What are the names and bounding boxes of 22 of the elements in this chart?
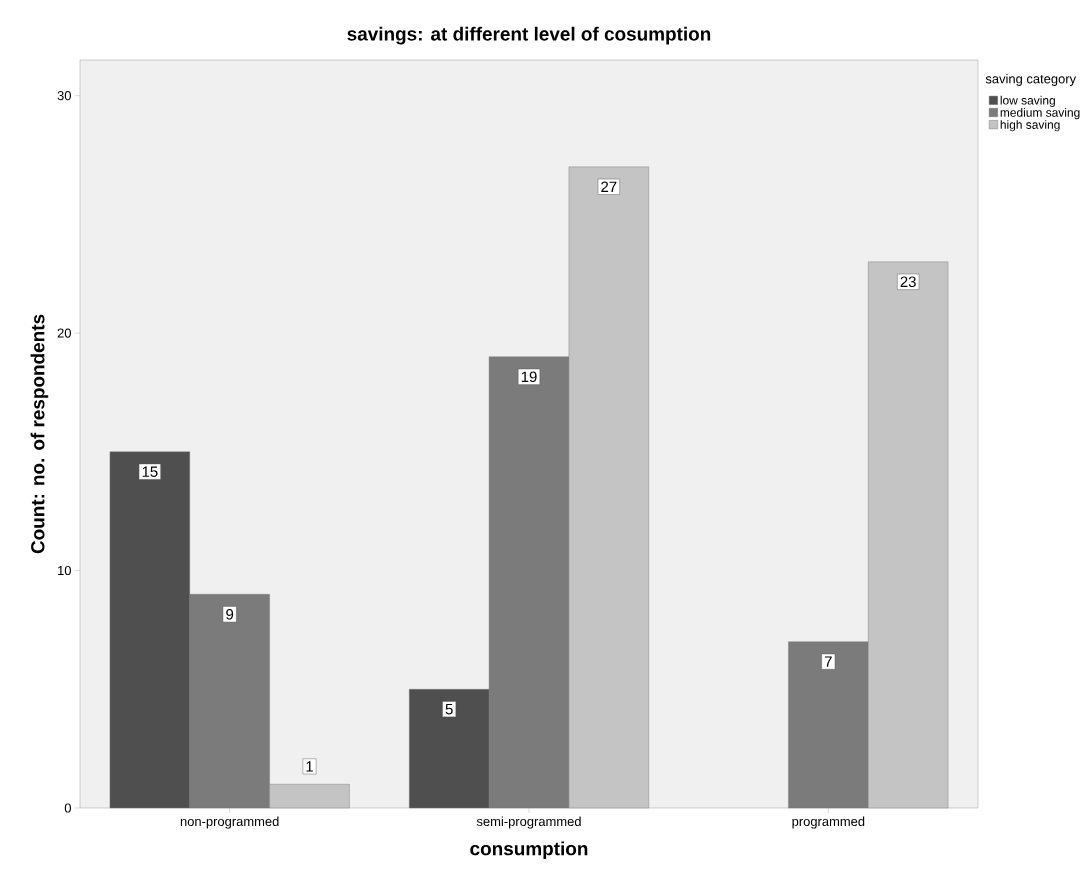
data-label: 7 <box>824 656 832 667</box>
legend-label: low saving <box>1000 95 1055 107</box>
legend-label: high saving <box>1000 120 1060 132</box>
y-tick-label: 0 <box>64 803 71 813</box>
y-tick-label: 20 <box>57 328 71 338</box>
y-tick-label: 30 <box>57 91 71 101</box>
y-axis-title: Count: no. of respondents <box>30 314 49 554</box>
legend-title: saving category <box>985 73 1077 86</box>
x-tick-label: non-programmed <box>180 816 279 829</box>
x-tick-label: semi-programmed <box>476 816 581 829</box>
y-tick-label: 10 <box>58 565 71 576</box>
data-label: 5 <box>445 703 453 715</box>
chart-title: savings: at different level of cosumption <box>347 26 711 45</box>
data-label: 19 <box>521 371 537 383</box>
data-label: 23 <box>900 276 916 288</box>
legend-label: medium saving <box>1000 107 1080 120</box>
data-label: 1 <box>306 761 313 772</box>
x-axis-title: consumption <box>470 841 588 860</box>
data-label: 27 <box>601 181 617 192</box>
data-label: 9 <box>226 608 234 620</box>
x-tick-label: programmed <box>792 816 865 829</box>
data-label: 15 <box>142 466 158 477</box>
